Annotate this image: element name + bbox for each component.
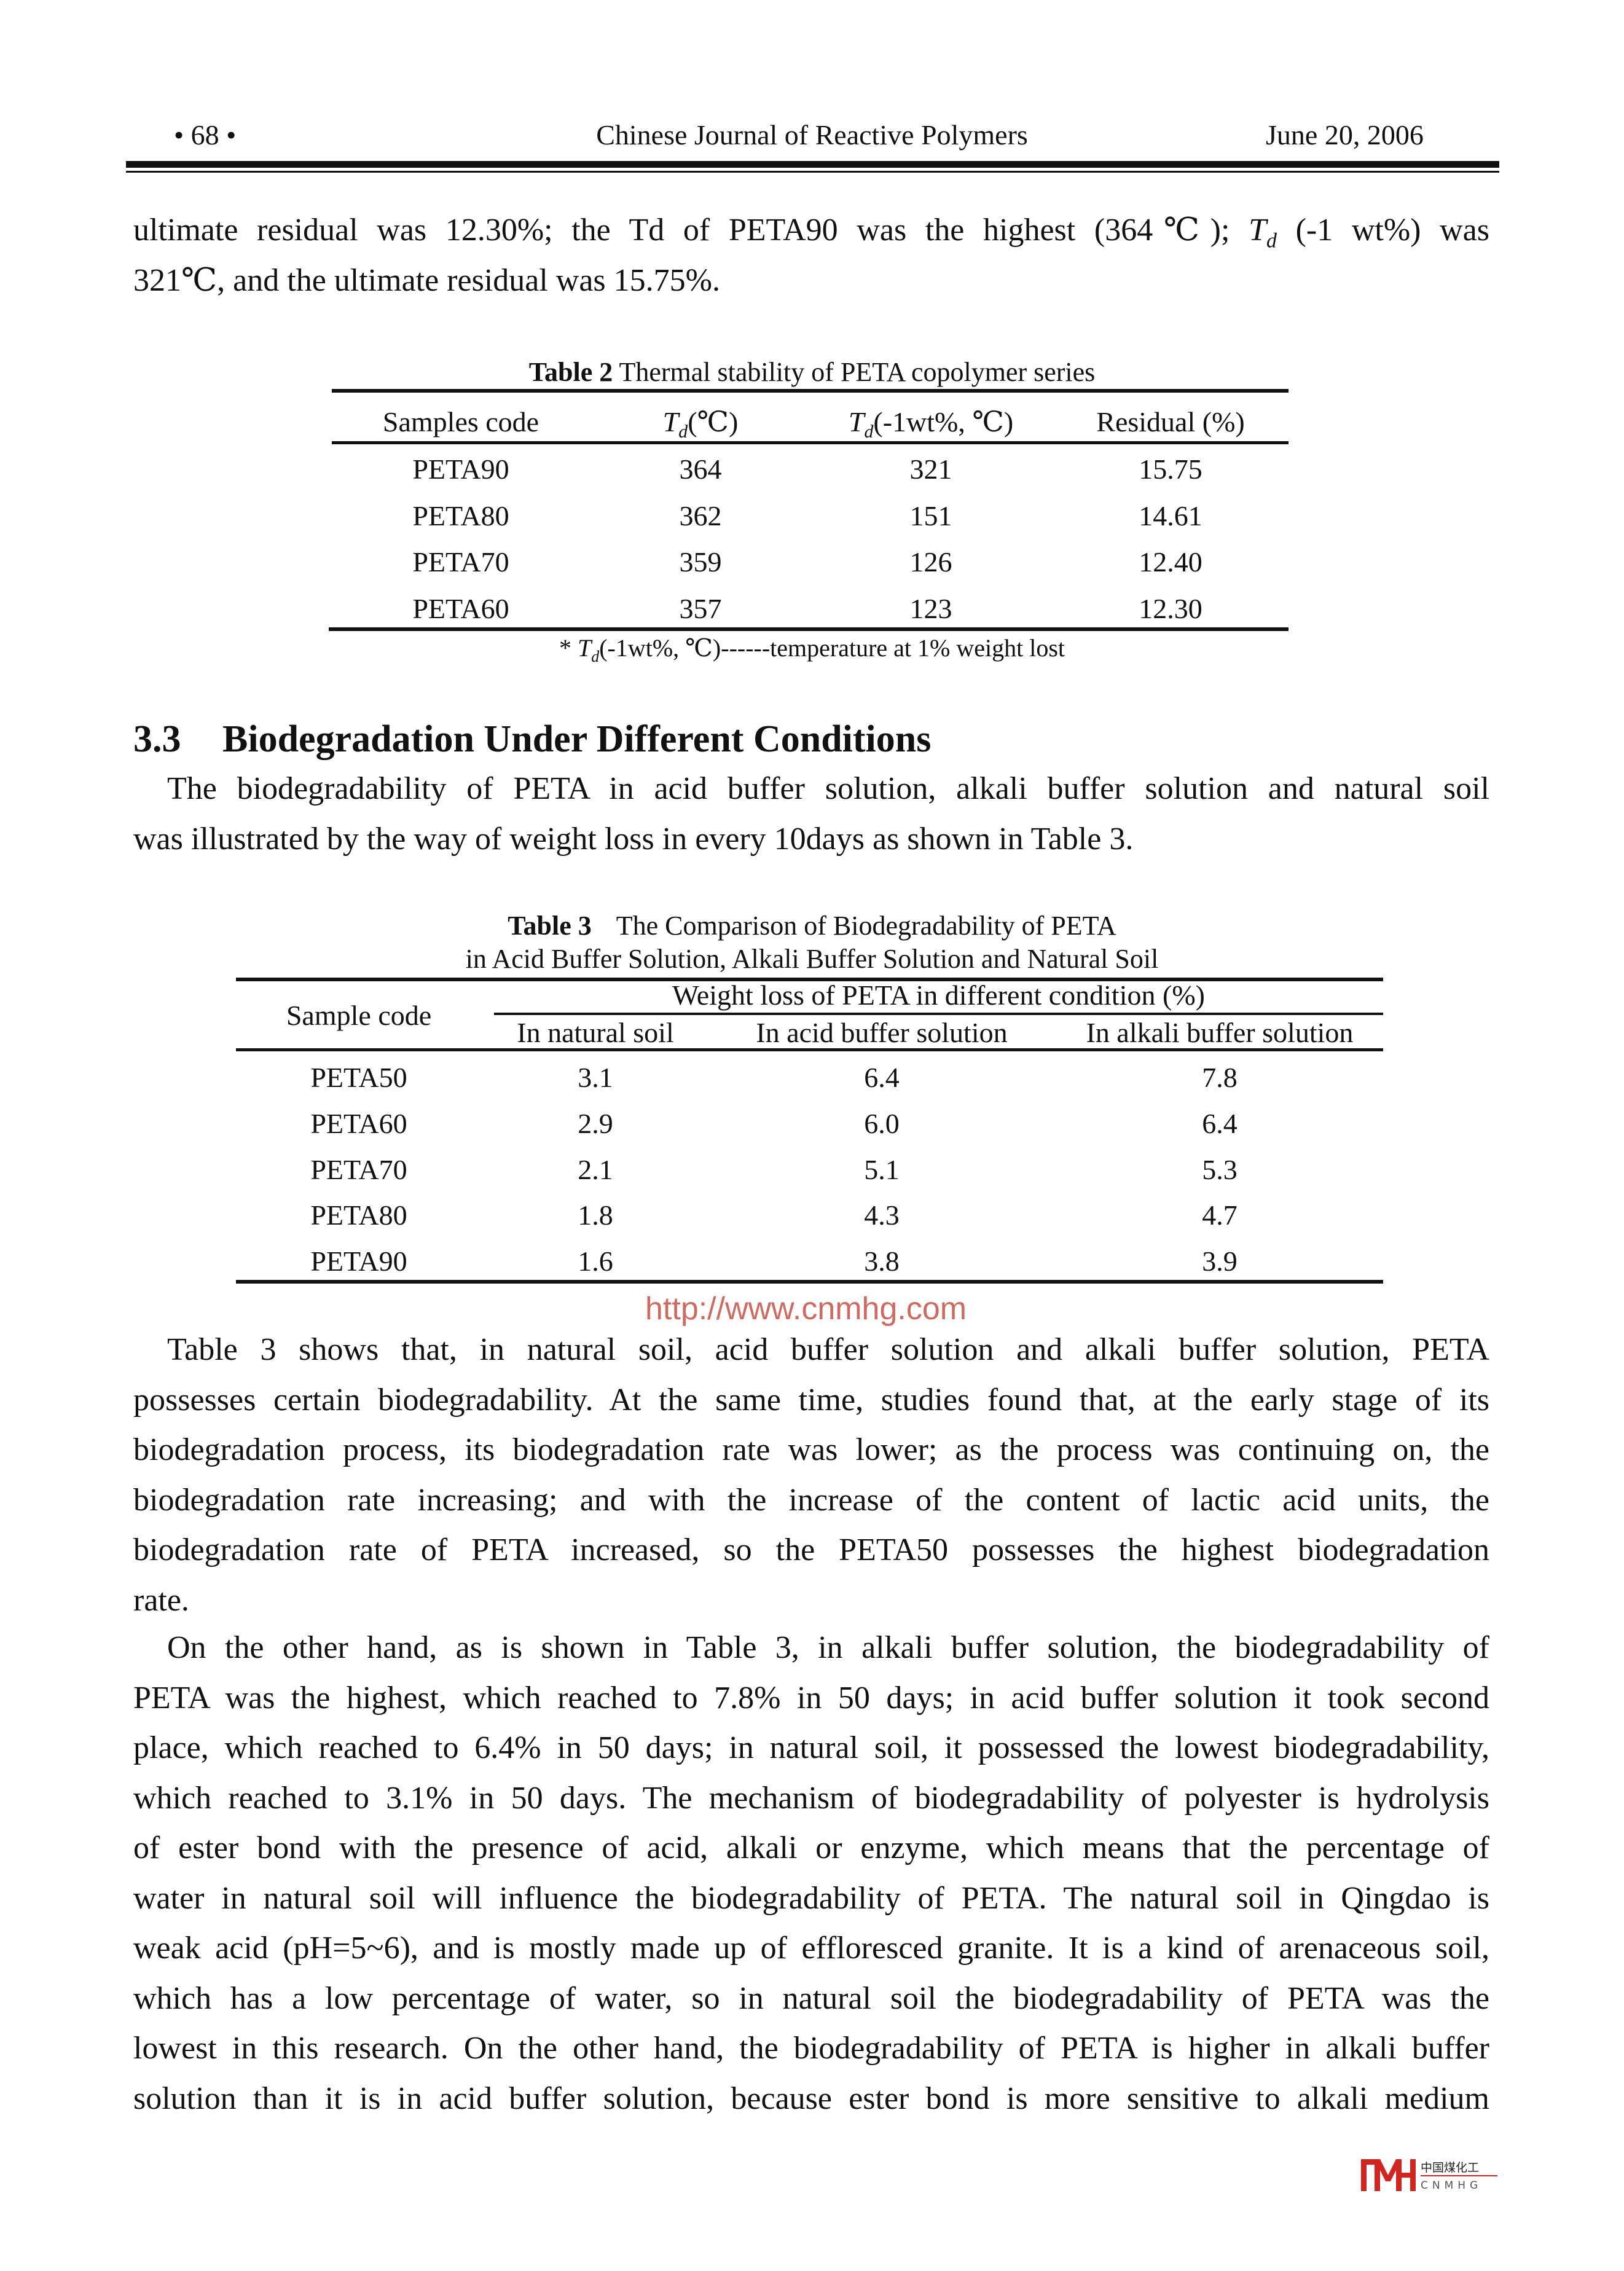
text-line: ultimate residual was 12.30%; the Td of … [133, 213, 1490, 253]
table3-cell: 7.8 [1202, 1062, 1238, 1093]
table2-cell: 126 [909, 546, 952, 578]
header-rule-thin [126, 171, 1499, 173]
text-line: water in natural soil will influence the… [133, 1880, 1489, 1916]
table3-cell: 6.4 [1202, 1107, 1238, 1139]
table3-cell: PETA60 [310, 1107, 407, 1139]
td-symbol: Td [662, 406, 688, 442]
cnmhg-logo: 中国煤化工 CNMHG [1361, 2159, 1497, 2192]
text-line: which reached to 3.1% in 50 days. The me… [133, 1780, 1489, 1816]
table2-cell: PETA60 [412, 592, 509, 624]
table2-top-rule [332, 389, 1289, 393]
text-line: On the other hand, as is shown in Table … [167, 1630, 1489, 1665]
table3-cell: 2.9 [578, 1107, 613, 1139]
table3-cell: 5.1 [864, 1153, 900, 1185]
text-line: possesses certain biodegradability. At t… [133, 1382, 1489, 1418]
table2-cell: 151 [909, 500, 952, 531]
journal-title: Chinese Journal of Reactive Polymers [596, 119, 1028, 151]
text-line: rate. [133, 1582, 189, 1618]
table2-cell: 357 [679, 592, 722, 624]
section-number: 3.3 [133, 718, 181, 760]
table3-cell: 3.8 [864, 1245, 900, 1277]
table3-cell: PETA80 [310, 1199, 407, 1231]
table3-caption-line2: in Acid Buffer Solution, Alkali Buffer S… [465, 944, 1159, 974]
table3-group-header: Weight loss of PETA in different conditi… [672, 979, 1205, 1011]
table3-caption: Table 3 The Comparison of Biodegradabilit… [0, 909, 1624, 943]
table2-cell: PETA90 [412, 453, 509, 485]
table2-cell: 362 [679, 500, 722, 531]
table2-cell: 321 [909, 453, 952, 485]
text-line: The biodegradability of PETA in acid buf… [167, 771, 1489, 806]
table2-header-td1: Td(-1wt%, ℃) [848, 406, 1014, 442]
table2-cell: PETA80 [412, 500, 509, 531]
watermark: http://www.cnmhg.com [645, 1291, 967, 1327]
table3-cell: 3.9 [1202, 1245, 1238, 1277]
page-number: • 68 • [174, 119, 237, 151]
table2-cell: 12.40 [1139, 546, 1202, 578]
header-rule [126, 161, 1499, 168]
table3-cell: 3.1 [578, 1062, 613, 1093]
table3-cell: 5.3 [1202, 1153, 1238, 1185]
table2-cell: 123 [909, 592, 952, 624]
text-line: 321℃, and the ultimate residual was 15.7… [133, 262, 720, 298]
table3-label: Table 3 [508, 911, 592, 941]
table3-header-acid: In acid buffer solution [756, 1017, 1008, 1048]
table2-label: Table 2 [528, 357, 613, 387]
table3-cell: 4.3 [864, 1199, 900, 1231]
text-line: Table 3 shows that, in natural soil, aci… [167, 1332, 1489, 1367]
table3-header-soil: In natural soil [517, 1017, 674, 1048]
table2-caption-text: Thermal stability of PETA copolymer seri… [613, 357, 1096, 387]
table3-top-rule [236, 978, 1383, 981]
text-line: of ester bond with the presence of acid,… [133, 1830, 1489, 1865]
table2-header-sample: Samples code [382, 406, 539, 437]
table3-caption-text: The Comparison of Biodegradability of PE… [616, 911, 1116, 941]
table3-group-rule [494, 1013, 1383, 1015]
text-line: biodegradation rate of PETA increased, s… [133, 1532, 1489, 1567]
table2-cell: 14.61 [1139, 500, 1202, 531]
table2-bottom-rule [329, 627, 1289, 631]
text-line: biodegradation rate increasing; and with… [133, 1482, 1489, 1518]
table3-cell: 4.7 [1202, 1199, 1238, 1231]
issue-date: June 20, 2006 [1266, 119, 1424, 151]
td-symbol: Td [848, 406, 874, 442]
table2-cell: 364 [679, 453, 722, 485]
text-line: lowest in this research. On the other ha… [133, 2031, 1489, 2066]
text-line: biodegradation process, its biodegradati… [133, 1432, 1489, 1467]
text-line: was illustrated by the way of weight los… [133, 821, 1134, 857]
table2-footnote: * Td(-1wt%, ℃)------temperature at 1% we… [559, 634, 1065, 665]
table2-header-td: Td(℃) [662, 406, 739, 442]
table2-header-residual: Residual (%) [1096, 406, 1245, 437]
table3-cell: PETA90 [310, 1245, 407, 1277]
table2-cell: PETA70 [412, 546, 509, 578]
table3-header-alkali: In alkali buffer solution [1086, 1017, 1354, 1048]
logo-cn-text: 中国煤化工 [1421, 2161, 1479, 2175]
text-line: solution than it is in acid buffer solut… [133, 2081, 1489, 2116]
text-line: PETA was the highest, which reached to 7… [133, 1680, 1489, 1716]
table3-cell: PETA70 [310, 1153, 407, 1185]
table3-cell: PETA50 [310, 1062, 407, 1093]
logo-en-text: CNMHG [1421, 2179, 1482, 2192]
table2-cell: 12.30 [1139, 592, 1202, 624]
table3-cell: 1.6 [578, 1245, 613, 1277]
table3-bottom-rule [236, 1280, 1383, 1284]
table3-cell: 2.1 [578, 1153, 613, 1185]
section-heading: 3.3 Biodegradation Under Different Condit… [133, 718, 931, 761]
text-line: weak acid (pH=5~6), and is mostly made u… [133, 1931, 1489, 1966]
text-line: which has a low percentage of water, so … [133, 1980, 1489, 2016]
table2-caption: Table 2 Thermal stability of PETA copoly… [0, 356, 1624, 389]
table2-header-rule [332, 441, 1289, 444]
table2-cell: 359 [679, 546, 722, 578]
table3-cell: 6.4 [864, 1062, 900, 1093]
text-line: place, which reached to 6.4% in 50 days;… [133, 1730, 1489, 1765]
table3-cell: 1.8 [578, 1199, 613, 1231]
table3-cell: 6.0 [864, 1107, 900, 1139]
table2-cell: 15.75 [1139, 453, 1202, 485]
section-title: Biodegradation Under Different Condition… [222, 718, 932, 760]
table3-header-rule [236, 1048, 1383, 1051]
table3-header-sample: Sample code [286, 1000, 432, 1031]
